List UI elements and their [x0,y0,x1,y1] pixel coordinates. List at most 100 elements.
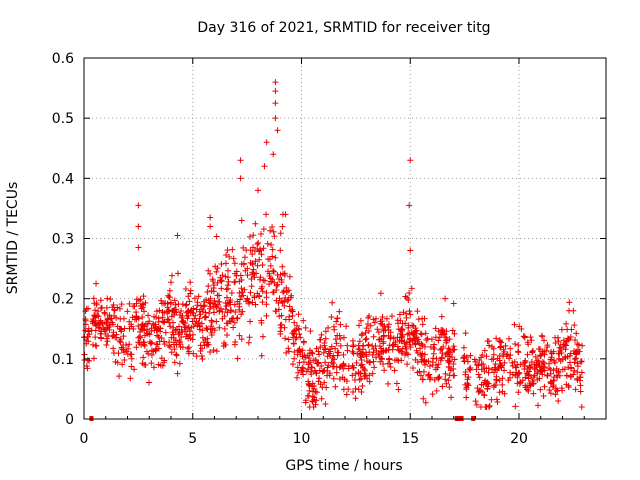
data-point [218,261,225,268]
data-point [201,314,208,321]
data-point [572,386,579,393]
data-point [522,357,529,364]
data-point [451,372,458,379]
data-point [503,352,510,359]
data-point [512,403,519,410]
data-point [141,308,148,315]
data-point [322,335,329,342]
data-point [225,278,232,285]
data-point [483,353,490,360]
data-point [394,317,401,324]
data-point [564,337,571,344]
data-point [305,393,312,400]
data-point [207,300,214,307]
data-point [403,350,410,357]
data-point [547,390,554,397]
data-point [294,351,301,358]
data-point [316,375,323,382]
data-point [524,339,531,346]
data-point [267,262,274,269]
data-point [413,334,420,341]
data-point [577,358,584,365]
data-point [252,220,259,227]
data-point [493,377,500,384]
data-point [535,345,542,352]
data-point [293,374,300,381]
data-point [170,331,177,338]
data-point [171,346,178,353]
data-point [93,343,100,350]
data-point [537,366,544,373]
data-point [103,342,110,349]
data-point [333,318,340,325]
data-point [528,337,535,344]
data-point [462,330,469,337]
data-point [208,332,215,339]
data-point [219,272,226,279]
data-point [558,326,565,333]
data-point [272,254,279,261]
data-point [460,355,467,362]
data-point [446,351,453,358]
data-point [352,395,359,402]
data-point [492,360,499,367]
data-point [486,342,493,349]
data-point [263,312,270,319]
data-point [563,381,570,388]
data-point [539,333,546,340]
data-point [199,355,206,362]
data-point [276,313,283,320]
data-point [465,374,472,381]
data-point [317,344,324,351]
data-point [562,354,569,361]
data-point [183,331,190,338]
data-point [107,296,114,303]
y-tick-label: 0.3 [52,232,74,248]
data-point [396,311,403,318]
data-point [280,289,287,296]
data-point [529,349,536,356]
data-point [279,263,286,270]
data-point [189,331,196,338]
data-point [336,308,343,315]
data-point [110,332,117,339]
data-point [85,328,92,335]
data-point [572,356,579,363]
data-point [92,307,99,314]
data-point [443,380,450,387]
data-point [109,333,116,340]
data-point [571,322,578,329]
data-point [560,344,567,351]
data-point [213,348,220,355]
data-point [155,333,162,340]
data-point [195,319,202,326]
data-point [358,375,365,382]
data-point [165,316,172,323]
data-point [141,332,148,339]
data-point [137,328,144,335]
data-point [333,340,340,347]
data-point [104,295,111,302]
data-point [167,323,174,330]
data-point [286,316,293,323]
data-point [321,342,328,349]
data-point [577,374,584,381]
data-point [92,327,99,334]
data-point [476,374,483,381]
data-point [514,374,521,381]
data-point [375,351,382,358]
data-point [230,314,237,321]
data-point [496,389,503,396]
data-point [309,398,316,405]
data-point [256,256,263,263]
data-point [240,261,247,268]
data-point [364,375,371,382]
data-point [198,306,205,313]
data-point [283,284,290,291]
data-point [218,277,225,284]
data-point [332,345,339,352]
data-point [168,334,175,341]
data-point [234,355,241,362]
data-point [442,370,449,377]
data-point [289,306,296,313]
